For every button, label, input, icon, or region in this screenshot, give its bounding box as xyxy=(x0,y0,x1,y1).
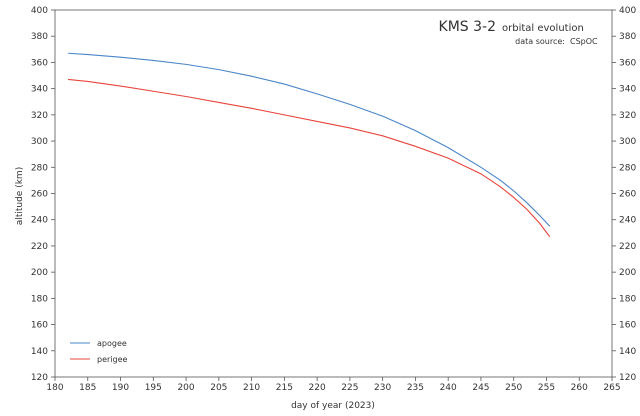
x-axis-title: day of year (2023) xyxy=(291,401,375,411)
y-tick-label-right: 400 xyxy=(619,6,636,16)
y-tick-label-right: 260 xyxy=(619,190,636,200)
y-tick-label-right: 180 xyxy=(619,294,636,304)
source-label: data source: xyxy=(515,37,565,46)
x-tick-label: 220 xyxy=(309,383,326,393)
y-tick-label-left: 220 xyxy=(31,242,48,252)
x-tick-label: 185 xyxy=(79,383,96,393)
x-tick-label: 190 xyxy=(112,383,129,393)
y-tick-label-left: 300 xyxy=(31,137,48,147)
source-value: CSpOC xyxy=(570,37,598,46)
x-tick-label: 235 xyxy=(407,383,424,393)
y-tick-label-left: 200 xyxy=(31,268,48,278)
y-tick-label-right: 280 xyxy=(619,163,636,173)
x-tick-label: 225 xyxy=(341,383,358,393)
y-tick-label-left: 280 xyxy=(31,163,48,173)
y-tick-label-right: 380 xyxy=(619,32,636,42)
y-tick-label-right: 200 xyxy=(619,268,636,278)
series-layer xyxy=(68,52,551,238)
x-tick-label: 230 xyxy=(374,383,391,393)
y-tick-label-left: 340 xyxy=(31,85,48,95)
y-tick-label-left: 260 xyxy=(31,190,48,200)
x-tick-label: 215 xyxy=(276,383,293,393)
x-tick-label: 265 xyxy=(603,383,620,393)
y-tick-label-right: 140 xyxy=(619,347,636,357)
axes-layer: 180 185 190 195 200 205 210 215 220 225 230 235 240 2… xyxy=(31,6,637,393)
x-tick-label: 250 xyxy=(505,383,522,393)
y-tick-label-right: 120 xyxy=(619,373,636,383)
y-tick-label-right: 240 xyxy=(619,216,636,226)
y-tick-label-left: 160 xyxy=(31,321,48,331)
legend-label-perigee: perigee xyxy=(97,355,128,364)
x-tick-label: 210 xyxy=(243,383,260,393)
y-axis-title: altitude (km) xyxy=(15,167,25,225)
chart-title: KMS 3-2 xyxy=(439,19,496,35)
x-tick-label: 245 xyxy=(472,383,489,393)
chart-subtitle: orbital evolution xyxy=(502,23,584,34)
y-tick-label-left: 180 xyxy=(31,294,48,304)
y-tick-label-right: 320 xyxy=(619,111,636,121)
x-tick-label: 255 xyxy=(538,383,555,393)
y-tick-label-right: 300 xyxy=(619,137,636,147)
y-tick-label-right: 160 xyxy=(619,321,636,331)
series-line-perigee xyxy=(68,78,551,238)
y-tick-label-right: 220 xyxy=(619,242,636,252)
x-tick-label: 260 xyxy=(571,383,588,393)
y-tick-label-left: 400 xyxy=(31,6,48,16)
x-tick-label: 205 xyxy=(210,383,227,393)
y-tick-label-left: 120 xyxy=(31,373,48,383)
y-tick-label-left: 360 xyxy=(31,58,48,68)
series-line-apogee xyxy=(68,52,551,227)
x-tick-label: 195 xyxy=(145,383,162,393)
x-tick-label: 180 xyxy=(46,383,63,393)
x-tick-label: 240 xyxy=(440,383,457,393)
y-tick-label-left: 380 xyxy=(31,32,48,42)
y-tick-label-left: 240 xyxy=(31,216,48,226)
legend-label-apogee: apogee xyxy=(97,339,127,348)
x-tick-label: 200 xyxy=(177,383,194,393)
legend: apogee perigee xyxy=(70,339,128,364)
y-tick-label-left: 140 xyxy=(31,347,48,357)
plot-frame xyxy=(54,9,613,378)
y-tick-label-left: 320 xyxy=(31,111,48,121)
y-tick-label-right: 340 xyxy=(619,85,636,95)
y-tick-label-right: 360 xyxy=(619,58,636,68)
